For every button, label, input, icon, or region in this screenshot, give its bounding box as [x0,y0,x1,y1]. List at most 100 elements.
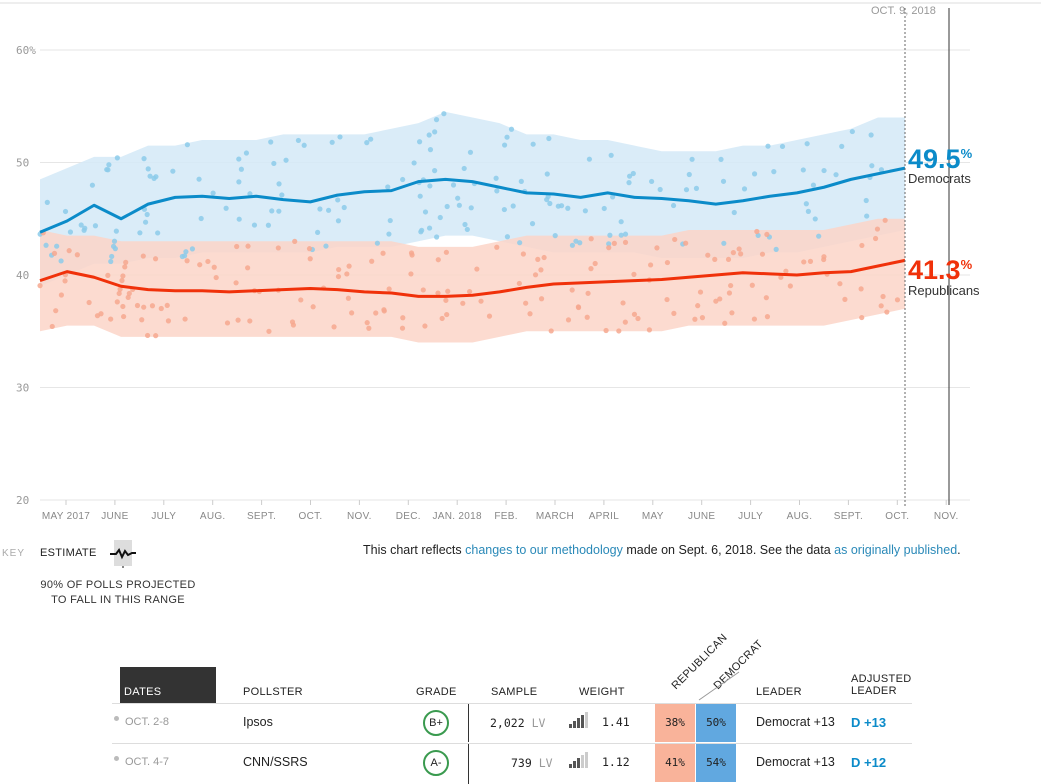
row-dem-pct: 54% [696,744,736,782]
methodology-note: This chart reflects changes to our metho… [363,543,961,557]
poll-dot [695,303,701,309]
poll-dot [142,219,149,225]
poll-dot [863,197,869,204]
x-tick-label: NOV. [934,511,959,522]
original-data-link[interactable]: as originally published [834,543,958,557]
poll-dot [373,310,379,316]
x-tick-label: DEC. [396,511,421,522]
row-pollster[interactable]: CNN/SSRS [243,755,308,769]
poll-dot [686,171,692,178]
x-tick-label: JUNE [688,511,715,522]
poll-dot [618,232,624,238]
poll-dot [315,229,321,236]
row-pollster[interactable]: Ipsos [243,715,273,729]
poll-dot [306,246,313,252]
poll-dot [224,320,231,326]
table-row[interactable]: OCT. 2-8 Ipsos B+ 2,022 LV 1.41 38% 50% … [112,704,912,742]
th-leader[interactable]: LEADER [756,686,802,698]
poll-dot [884,309,890,315]
polling-chart: 60% 50 40 30 20 MAY 2017 JUNE JULY AUG. SEPT. OCT… [0,2,1041,522]
th-pollster[interactable]: POLLSTER [243,686,303,698]
poll-dot [81,227,87,233]
poll-dot [837,281,843,287]
poll-dot [116,290,122,297]
poll-dot [731,209,737,216]
poll-dot [295,137,302,144]
poll-dot [58,258,64,264]
poll-dot [74,252,80,258]
poll-dot [622,319,628,325]
poll-dot [805,208,811,214]
poll-dot [349,310,355,316]
th-grade[interactable]: GRADE [416,686,457,698]
poll-dot [869,163,875,169]
poll-dot [606,245,612,251]
poll-dot [801,259,807,265]
poll-dot [213,274,219,281]
poll-dot [800,167,806,173]
poll-dot [586,156,593,162]
th-weight[interactable]: WEIGHT [579,686,625,698]
poll-dot [387,217,393,224]
poll-dot [337,134,343,140]
dem-final-value: 49.5% [908,144,973,174]
poll-dot [432,168,438,174]
poll-dot [433,117,440,123]
poll-dot [317,206,323,212]
methodology-link[interactable]: changes to our methodology [465,543,623,557]
poll-dot [54,243,60,249]
poll-dot [427,147,434,153]
poll-dot [569,242,576,248]
th-sample[interactable]: SAMPLE [491,686,538,698]
poll-dot [381,308,387,314]
row-dates: OCT. 4-7 [125,756,170,768]
poll-dot [610,194,616,200]
poll-dot [671,310,677,316]
poll-dot [759,251,766,257]
poll-dot [400,315,406,321]
poll-dot [184,258,190,264]
poll-dot [764,314,771,320]
series-line-republicans [39,258,906,298]
poll-dot [400,176,406,183]
poll-dot [573,238,579,244]
weight-bars-icon [569,752,588,768]
poll-dot [456,202,462,208]
poll-dot [144,211,150,218]
poll-dot [233,280,239,286]
poll-dot [751,171,758,177]
poll-dot [647,262,654,268]
poll-dot [408,250,415,256]
poll-dot [111,238,118,244]
poll-dot [630,170,636,177]
poll-dot [243,150,250,156]
poll-dot [92,223,99,229]
poll-dot [493,175,499,181]
x-tick-label: APRIL [589,511,620,522]
poll-dot [205,258,211,265]
poll-dot [444,311,450,318]
row-dem-pct: 50% [696,704,736,742]
poll-dot [49,323,55,330]
poll-dot [271,160,277,167]
poll-dot [114,155,120,161]
th-dates[interactable]: DATES [120,667,216,703]
poll-dot [803,201,809,207]
poll-dot [268,139,274,145]
poll-dot [323,243,329,249]
poll-dot [210,190,216,196]
poll-dot [565,205,571,211]
poll-dot [864,213,870,219]
poll-dot [335,273,342,280]
th-adjusted-leader[interactable]: ADJUSTED LEADER [851,673,912,697]
poll-dot [238,166,244,172]
poll-dot [508,126,515,132]
poll-dot [692,316,698,322]
poll-dot [664,296,670,303]
poll-dot [279,192,285,198]
poll-dot [728,282,734,289]
table-row[interactable]: OCT. 4-7 CNN/SSRS A- 739 LV 1.12 41% 54%… [112,744,912,784]
poll-dot [859,242,865,249]
poll-dot [693,185,700,191]
poll-dot [771,169,777,175]
